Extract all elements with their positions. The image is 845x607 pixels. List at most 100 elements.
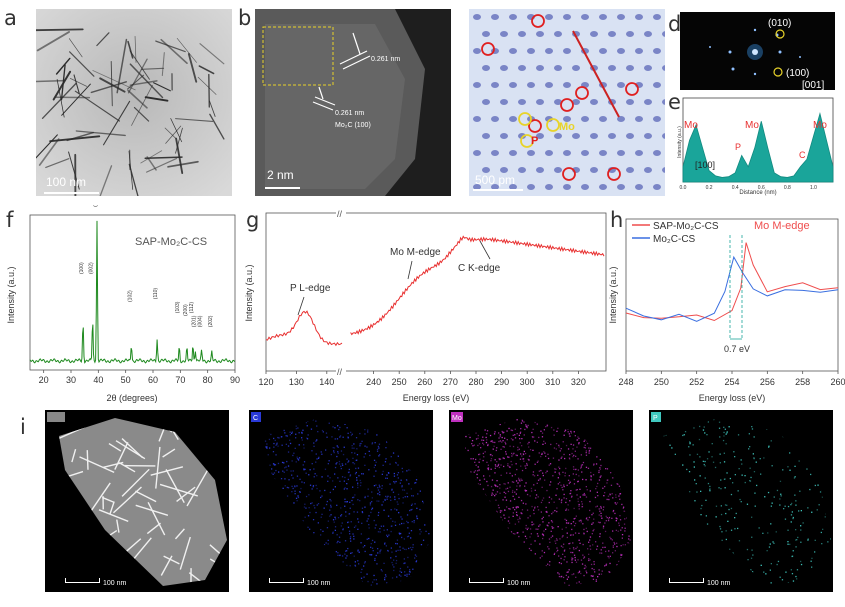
eds-pixel bbox=[564, 556, 566, 558]
eds-pixel bbox=[395, 550, 397, 552]
eds-pixel bbox=[569, 454, 571, 456]
eds-pixel bbox=[576, 582, 578, 584]
eds-pixel bbox=[600, 507, 602, 509]
eds-pixel bbox=[570, 496, 573, 498]
eds-pixel bbox=[601, 517, 603, 519]
eds-pixel bbox=[567, 504, 569, 506]
eds-pixel bbox=[491, 455, 493, 457]
eds-pixel bbox=[537, 506, 539, 508]
eds-pixel bbox=[798, 510, 800, 512]
eds-pixel bbox=[754, 492, 756, 494]
eds-pixel bbox=[572, 521, 575, 523]
eds-pixel bbox=[368, 515, 370, 517]
eds-pixel bbox=[486, 430, 489, 432]
eds-pixel bbox=[702, 460, 704, 462]
eds-pixel bbox=[498, 432, 500, 434]
eds-pixel bbox=[514, 428, 516, 430]
eds-pixel bbox=[525, 425, 527, 427]
eds-pixel bbox=[281, 461, 284, 464]
eds-pixel bbox=[390, 530, 392, 533]
needle bbox=[36, 31, 70, 52]
needle bbox=[60, 64, 66, 101]
eds-pixel bbox=[319, 490, 321, 492]
eds-pixel bbox=[570, 523, 572, 525]
eds-pixel bbox=[415, 561, 417, 563]
eds-pixel bbox=[480, 447, 482, 449]
atom-column bbox=[635, 48, 643, 54]
eds-pixel bbox=[593, 561, 595, 563]
eds-pixel bbox=[550, 481, 552, 483]
eds-pixel bbox=[719, 462, 721, 464]
eds-pixel bbox=[482, 452, 484, 455]
eds-pixel bbox=[475, 458, 477, 461]
eds-pixel bbox=[795, 575, 797, 578]
eds-pixel bbox=[725, 443, 727, 445]
atom-column bbox=[608, 65, 616, 71]
eds-pixel bbox=[749, 480, 752, 482]
eds-pixel bbox=[571, 495, 573, 497]
eds-pixel bbox=[689, 441, 691, 443]
eds-pixel bbox=[344, 540, 347, 542]
needle bbox=[36, 28, 84, 32]
eds-pixel bbox=[530, 549, 532, 552]
eds-pixel bbox=[621, 534, 624, 536]
eds-pixel bbox=[747, 559, 749, 561]
eds-pixel bbox=[475, 464, 477, 466]
eds-pixel bbox=[411, 549, 413, 551]
eds-pixel bbox=[534, 506, 536, 508]
eds-pixel bbox=[610, 484, 613, 486]
bright-needle bbox=[146, 522, 161, 535]
eds-pixel bbox=[565, 444, 568, 447]
panel-label-g: g bbox=[246, 208, 260, 232]
eds-pixel bbox=[599, 510, 601, 512]
eds-pixel bbox=[384, 579, 386, 581]
eds-pixel bbox=[327, 463, 329, 465]
eds-pixel bbox=[411, 495, 413, 497]
eds-pixel bbox=[785, 571, 787, 573]
e-zone-axis: [100] bbox=[695, 160, 715, 170]
eds-pixel bbox=[303, 469, 305, 471]
eds-pixel bbox=[800, 563, 803, 566]
eds-pixel bbox=[375, 579, 377, 581]
eds-pixel bbox=[569, 458, 571, 460]
eds-pixel bbox=[503, 491, 505, 493]
eds-pixel bbox=[314, 507, 316, 509]
eds-pixel bbox=[321, 513, 323, 515]
eds-pixel bbox=[525, 490, 528, 492]
eds-pixel bbox=[377, 548, 379, 550]
eds-pixel bbox=[513, 452, 515, 454]
eds-pixel bbox=[814, 539, 816, 541]
eds-pixel bbox=[505, 499, 508, 501]
eds-pixel bbox=[578, 581, 580, 583]
eds-pixel bbox=[600, 549, 602, 551]
eds-pixel bbox=[340, 532, 342, 534]
eds-pixel bbox=[334, 516, 336, 518]
eds-pixel bbox=[822, 528, 824, 530]
eds-pixel bbox=[517, 506, 519, 508]
eds-pixel bbox=[568, 457, 571, 459]
eds-pixel bbox=[779, 498, 781, 500]
eds-pixel bbox=[470, 458, 472, 460]
eds-pixel bbox=[728, 508, 730, 511]
eds-pixel bbox=[597, 495, 599, 497]
eds-pixel bbox=[592, 530, 594, 532]
eds-pixel bbox=[313, 476, 315, 478]
eds-pixel bbox=[297, 427, 299, 429]
eds-pixel bbox=[520, 499, 523, 502]
eds-pixel bbox=[527, 443, 529, 445]
eds-pixel bbox=[286, 460, 288, 463]
eds-pixel bbox=[393, 472, 395, 475]
eds-pixel bbox=[403, 489, 406, 491]
eds-pixel bbox=[533, 436, 535, 438]
eds-pixel bbox=[541, 452, 543, 455]
eds-pixel bbox=[608, 550, 610, 552]
eds-pixel bbox=[621, 527, 623, 529]
eds-pixel bbox=[561, 528, 563, 530]
e-peak-mo-1: Mo bbox=[684, 120, 698, 131]
eds-pixel bbox=[361, 440, 363, 442]
eds-pixel bbox=[750, 557, 753, 559]
eds-pixel bbox=[303, 461, 306, 463]
eds-pixel bbox=[495, 485, 497, 487]
mo-map bbox=[449, 410, 633, 592]
eds-pixel bbox=[523, 541, 525, 543]
